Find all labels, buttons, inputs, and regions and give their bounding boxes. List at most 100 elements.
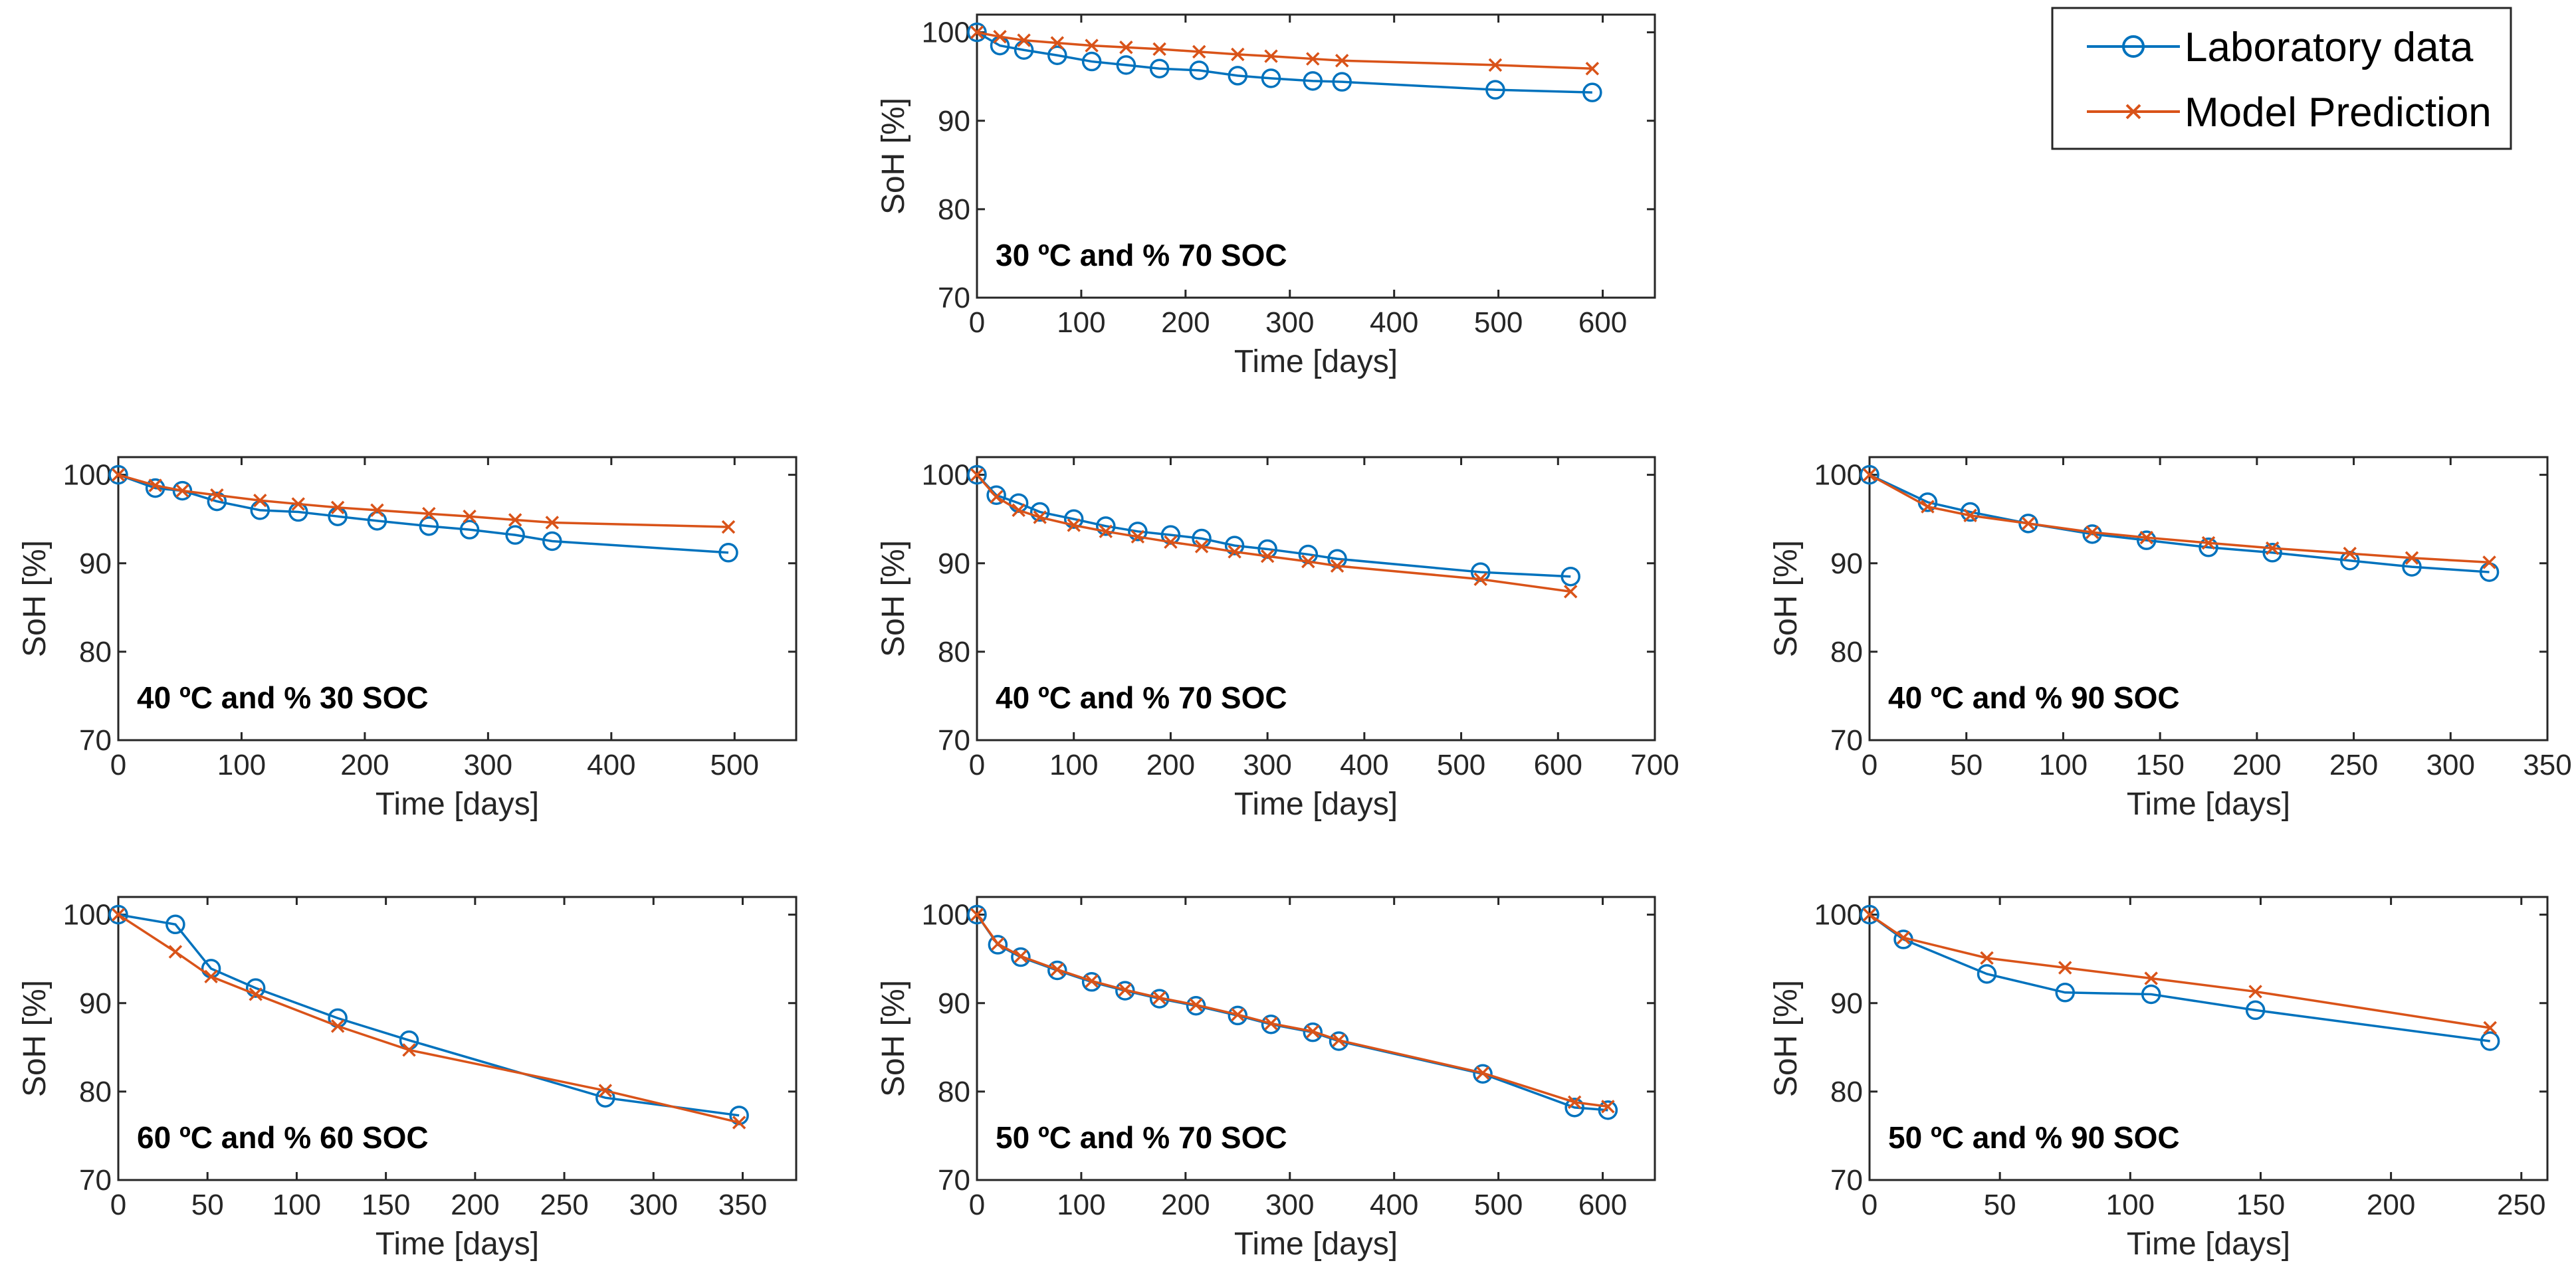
lab-data-point	[2018, 514, 2038, 534]
x-axis-label: Time [days]	[1234, 787, 1398, 822]
lab-data-point	[988, 935, 1008, 955]
model-prediction-point	[1014, 949, 1028, 963]
lab-data-point	[2141, 984, 2161, 1005]
lab-data-point	[1228, 1005, 1248, 1026]
x-tick-label: 200	[1146, 749, 1195, 781]
x-tick-label: 50	[191, 1189, 224, 1221]
x-tick-label: 250	[2329, 749, 2378, 781]
model-prediction-point	[1332, 1033, 1346, 1047]
model-prediction-point	[1330, 559, 1344, 573]
x-tick-label: 250	[2497, 1189, 2545, 1221]
y-tick-label: 80	[79, 636, 112, 668]
axes-frame	[976, 896, 1656, 1181]
lab-data-point	[2245, 1000, 2266, 1021]
lab-data-point	[967, 904, 987, 925]
model-prediction-point	[2058, 961, 2072, 975]
model-prediction-point	[1099, 524, 1113, 539]
x-tick-label: 200	[1161, 306, 1210, 339]
model-prediction-point	[1231, 1007, 1245, 1022]
y-tick-label: 100	[1814, 459, 1863, 492]
legend: Laboratory data Model Prediction	[2051, 7, 2512, 150]
y-tick-label: 70	[79, 1164, 112, 1197]
y-tick-label: 90	[938, 105, 970, 138]
x-tick-label: 300	[1243, 749, 1291, 781]
x-axis-label: Time [days]	[376, 1227, 539, 1262]
model-prediction-point	[463, 509, 477, 524]
model-prediction-point	[2201, 536, 2216, 550]
y-tick-label: 70	[1830, 724, 1863, 757]
lab-data-point	[1011, 947, 1031, 967]
y-tick-label: 70	[938, 282, 970, 314]
subplot-3: 0 100 200 300 400 500 600 700 70 80 90 100 Time [day…	[876, 456, 1679, 822]
y-axis-label: SoH [%]	[876, 98, 911, 215]
model-prediction-point	[1306, 1025, 1320, 1038]
condition-label: 60 ºC and % 60 SOC	[137, 1120, 429, 1155]
model-prediction-point	[970, 25, 984, 39]
model-prediction-point	[2085, 525, 2099, 540]
x-tick-label: 100	[272, 1189, 321, 1221]
lab-data-point	[1977, 964, 1997, 984]
x-tick-label: 150	[2236, 1189, 2285, 1221]
model-prediction-point	[1067, 518, 1081, 532]
lab-data-point	[2055, 983, 2075, 1003]
lab-data-point	[207, 491, 227, 512]
x-axis-label: Time [days]	[376, 787, 539, 822]
model-prediction-point	[1475, 1066, 1490, 1080]
lab-data-point	[986, 485, 1006, 505]
legend-marker-circle	[2122, 35, 2145, 58]
model-prediction-point	[1050, 36, 1065, 50]
y-tick-label: 100	[922, 459, 970, 492]
x-tick-label: 600	[1534, 749, 1582, 781]
model-prediction-point	[1194, 540, 1209, 553]
model-prediction-point	[1473, 572, 1487, 586]
x-tick-label: 600	[1578, 1189, 1627, 1221]
y-tick-label: 100	[922, 17, 970, 49]
model-prediction-point	[732, 1116, 746, 1130]
condition-label: 40 ºC and % 30 SOC	[137, 680, 429, 715]
lab-data-point	[1473, 1064, 1493, 1084]
lab-data-point	[108, 904, 128, 925]
lab-data-point	[1860, 464, 1879, 485]
model-prediction-point	[1260, 549, 1275, 563]
subplot-6: 0 100 200 300 400 500 600 70 80 90 100 Time [days] S…	[876, 896, 1656, 1262]
y-tick-label: 90	[79, 987, 112, 1020]
model-prediction-point	[970, 468, 984, 482]
x-tick-label: 100	[217, 749, 266, 781]
x-tick-label: 500	[1437, 749, 1485, 781]
model-prediction-point	[2144, 971, 2158, 985]
lab-data-point	[419, 516, 439, 536]
model-prediction-point	[1192, 45, 1206, 59]
model-prediction-point	[1980, 951, 1994, 965]
model-prediction-point	[1033, 510, 1047, 524]
lab-data-point	[1081, 51, 1102, 72]
x-tick-label: 350	[2523, 749, 2571, 781]
model-prediction-point	[1228, 545, 1241, 559]
model-prediction-point	[970, 908, 984, 922]
model-prediction-point	[204, 969, 218, 984]
y-tick-label: 90	[79, 547, 112, 580]
y-tick-label: 90	[938, 547, 970, 580]
model-prediction-point	[1563, 585, 1578, 599]
x-tick-label: 0	[1862, 749, 1878, 781]
model-prediction-point	[1119, 41, 1133, 54]
x-tick-label: 500	[710, 749, 759, 781]
condition-label: 40 ºC and % 70 SOC	[996, 680, 1287, 715]
lab-data-point	[245, 978, 266, 998]
y-tick-label: 100	[63, 459, 112, 492]
model-prediction-point	[545, 516, 560, 530]
lab-data-point	[505, 525, 525, 545]
x-tick-label: 0	[110, 1189, 126, 1221]
model-prediction-point	[1896, 931, 1911, 945]
lab-data-point	[459, 520, 480, 540]
model-prediction-point	[2139, 530, 2153, 545]
lab-data-point	[1860, 904, 1879, 925]
lab-data-point	[1189, 60, 1209, 80]
x-tick-label: 150	[2135, 749, 2184, 781]
x-axis-label: Time [days]	[1234, 344, 1398, 379]
x-tick-label: 100	[1057, 306, 1105, 339]
model-prediction-point	[111, 908, 126, 922]
model-prediction-point	[249, 987, 263, 1001]
model-prediction-point	[1306, 52, 1320, 66]
model-prediction-point	[1085, 39, 1099, 52]
x-tick-label: 100	[1057, 1189, 1105, 1221]
